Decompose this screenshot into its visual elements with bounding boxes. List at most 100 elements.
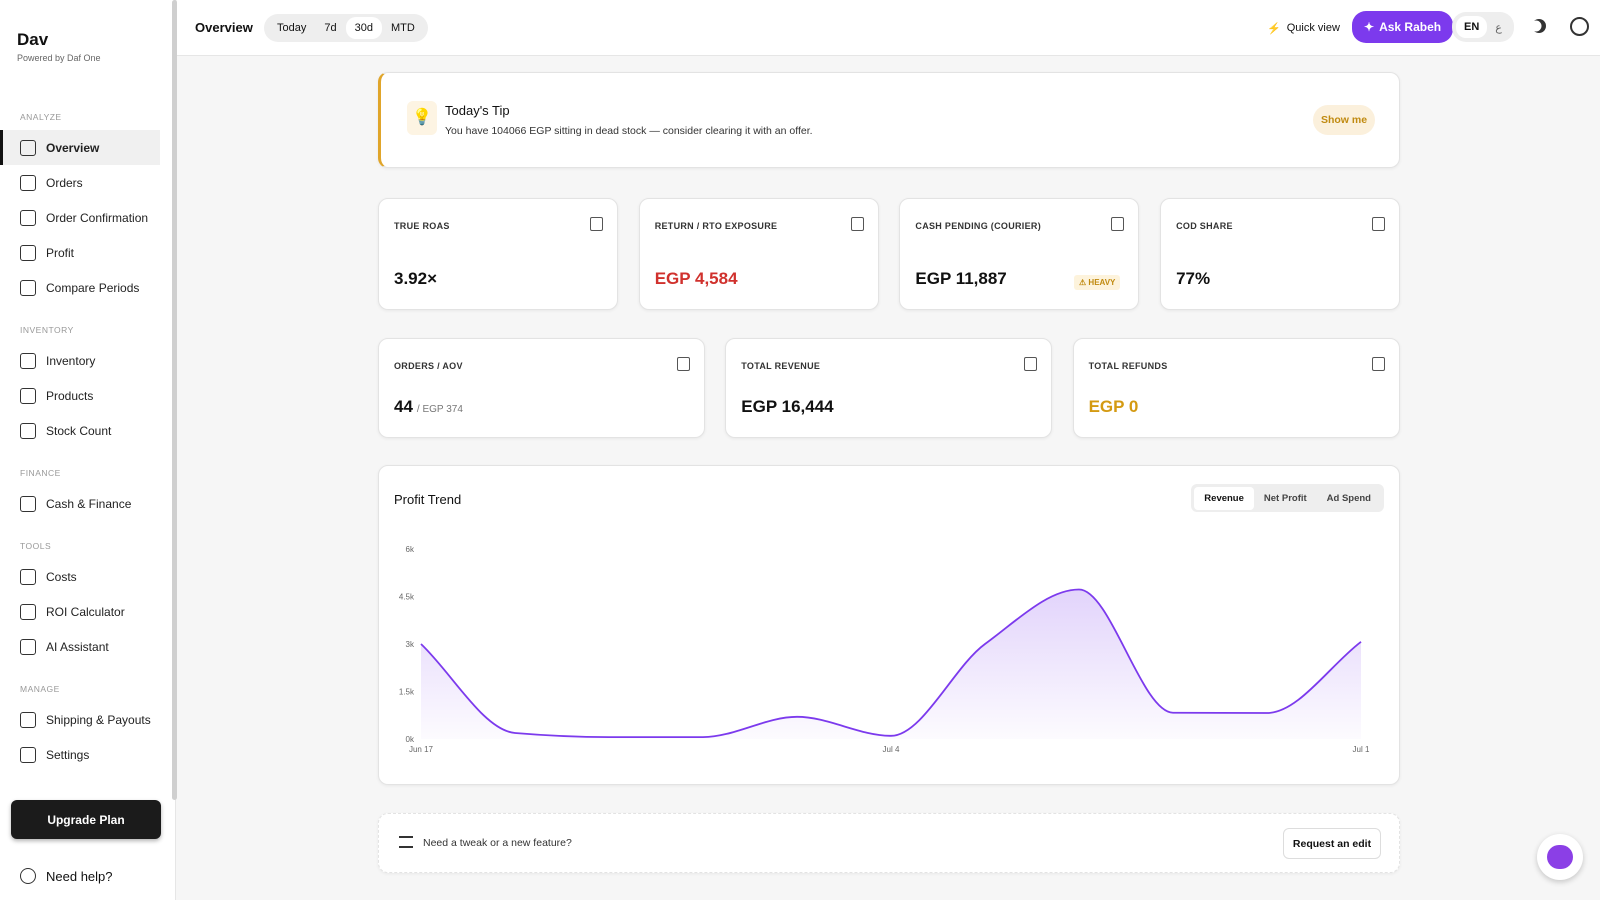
request-button[interactable]: Request an edit [1283, 828, 1381, 859]
tip-icon: 💡 [407, 101, 437, 135]
nav-label: Order Confirmation [46, 210, 149, 225]
nav-label: AI Assistant [46, 639, 109, 654]
section-title: TOOLS [20, 541, 52, 551]
tip-text: You have 104066 EGP sitting in dead stoc… [445, 125, 813, 137]
nav-icon [20, 711, 36, 728]
kpi-label: TOTAL REVENUE [741, 361, 821, 371]
assistant-bubble[interactable] [1537, 834, 1583, 880]
nav-item[interactable]: Order Confirmation [0, 200, 160, 235]
kpi-label: COD SHARE [1176, 221, 1233, 231]
kpi-value: EGP 0 [1088, 397, 1139, 416]
section-title: FINANCE [20, 468, 61, 478]
chart-title: Profit Trend [394, 492, 462, 507]
topbar: Overview Today 7d 30d MTD ⚡ Quick view ✦ Ask … [177, 0, 1600, 56]
kpi-card: CASH PENDING (COURIER) EGP 11,887 ⚠ HEAVY [899, 198, 1140, 310]
kpi-label: ORDERS / AOV [394, 361, 463, 371]
nav-label: Settings [46, 747, 90, 762]
nav-item[interactable]: Stock Count [0, 413, 160, 448]
tip-button[interactable]: Show me [1313, 105, 1375, 135]
nav-icon [20, 352, 36, 369]
kpi-label: RETURN / RTO EXPOSURE [654, 221, 778, 231]
nav-item[interactable]: Compare Periods [0, 270, 160, 305]
kpi-icon [850, 217, 864, 231]
kpi-icon [1024, 357, 1038, 371]
nav-icon [20, 279, 36, 296]
range-option[interactable]: MTD [390, 22, 415, 34]
nav-label: Shipping & Payouts [46, 712, 151, 727]
lang-option[interactable]: EN [1456, 16, 1488, 38]
help-icon [20, 868, 36, 884]
kpi-label: TRUE ROAS [394, 221, 450, 231]
kpi-icon [590, 217, 603, 231]
nav-label: Profit [46, 245, 75, 260]
nav-item[interactable]: Costs [0, 559, 160, 594]
chart-tabs: Revenue Net Profit Ad Spend [1191, 484, 1384, 512]
badge-text: HEAVY [1088, 278, 1116, 287]
kpi-card: RETURN / RTO EXPOSURE EGP 4,584 [638, 198, 879, 310]
feedback-text: Need a tweak or a new feature? [423, 837, 572, 849]
assistant-avatar [1547, 845, 1573, 869]
kpi-value: EGP 11,887 [915, 269, 1007, 288]
ask-button[interactable]: ✦ Ask Rabeh [1352, 11, 1454, 43]
nav-item[interactable]: Overview [0, 130, 160, 165]
nav-item[interactable]: Inventory [0, 343, 160, 378]
feedback-icon [399, 836, 413, 848]
range-option[interactable]: 30d [345, 17, 382, 39]
lang-option[interactable]: ع [1495, 21, 1502, 34]
help-link[interactable]: Need help? [20, 868, 113, 884]
nav-label: Costs [46, 569, 77, 584]
kpi-value: 3.92× [394, 269, 438, 288]
kpi-value: EGP 16,444 [741, 397, 834, 416]
upgrade-button[interactable]: Upgrade Plan [11, 800, 161, 839]
nav-label: Inventory [46, 353, 96, 368]
chart-tab[interactable]: Net Profit [1263, 492, 1307, 504]
tip-title: Today's Tip [445, 103, 510, 118]
nav-icon [20, 422, 36, 439]
section-title: ANALYZE [20, 112, 62, 122]
nav-icon [20, 746, 36, 763]
brand: Dav [17, 30, 49, 49]
nav-item[interactable]: AI Assistant [0, 629, 160, 664]
chart-tab[interactable]: Ad Spend [1326, 492, 1371, 504]
kpi-value: 77% [1176, 269, 1211, 288]
nav-item[interactable]: Products [0, 378, 160, 413]
kpi-card: TRUE ROAS 3.92× [378, 198, 618, 310]
kpi-value: EGP 4,584 [654, 269, 738, 288]
section-title: INVENTORY [20, 325, 74, 335]
y-tick-label: 0k [406, 735, 415, 744]
chart-tab[interactable]: Revenue [1194, 486, 1254, 510]
range-option[interactable]: Today [277, 22, 307, 34]
kpi-icon [1111, 217, 1125, 231]
nav-item[interactable]: Cash & Finance [0, 486, 160, 521]
nav-label: Compare Periods [46, 280, 140, 295]
account-button[interactable] [1570, 17, 1589, 36]
nav-label: Overview [46, 140, 100, 155]
kpi-badge: ⚠ HEAVY [1074, 275, 1121, 290]
nav-item[interactable]: Profit [0, 235, 160, 270]
nav-icon [20, 495, 36, 512]
theme-toggle[interactable] [1532, 19, 1546, 33]
feedback-card: Need a tweak or a new feature? Request a… [378, 813, 1400, 873]
sidebar: Dav Powered by Daf One ANALYZE Overview Or… [0, 0, 176, 900]
nav-item[interactable]: Orders [0, 165, 160, 200]
nav-icon [20, 244, 36, 261]
kpi-label: TOTAL REFUNDS [1088, 361, 1168, 371]
kpi-icon [677, 357, 690, 371]
x-tick-label: Jul 1 [1353, 745, 1370, 754]
nav-item[interactable]: Shipping & Payouts [0, 702, 160, 737]
quick-view[interactable]: ⚡ Quick view [1267, 22, 1340, 35]
nav-item[interactable]: Settings [0, 737, 160, 772]
area [421, 589, 1361, 739]
line [420, 588, 1362, 738]
tip-card: 💡 Today's Tip You have 104066 EGP sittin… [378, 72, 1400, 168]
scrollbar [172, 0, 177, 800]
nav-icon [20, 209, 36, 226]
nav-label: Cash & Finance [46, 496, 132, 511]
range-option[interactable]: 7d [324, 22, 337, 34]
y-tick-label: 4.5k [399, 593, 415, 602]
nav-icon [20, 603, 36, 620]
kpi-label: CASH PENDING (COURIER) [915, 221, 1041, 231]
y-tick-label: 3k [406, 640, 415, 649]
nav-item[interactable]: ROI Calculator [0, 594, 160, 629]
section-title: MANAGE [20, 684, 60, 694]
